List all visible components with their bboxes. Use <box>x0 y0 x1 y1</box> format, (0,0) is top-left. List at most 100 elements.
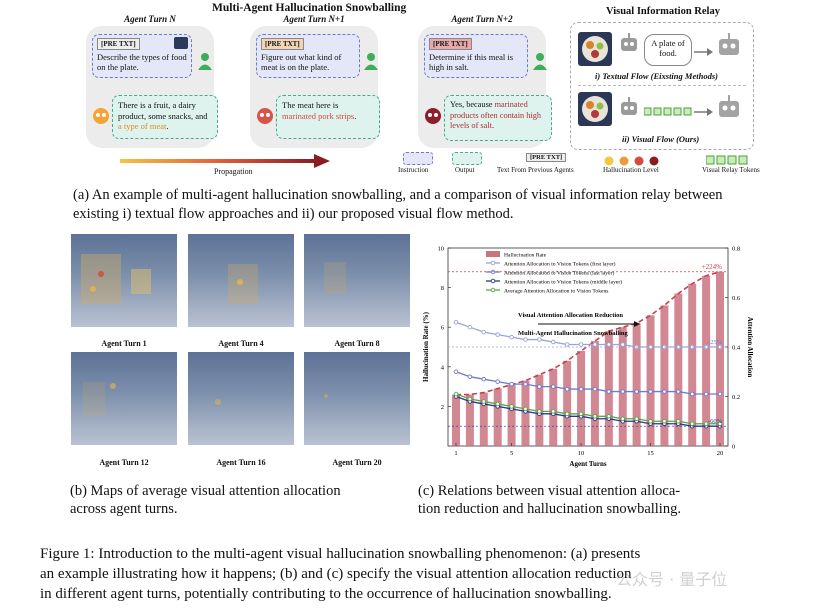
output-tail-2: . <box>354 110 357 121</box>
arrow-to-robot-2 <box>694 104 714 122</box>
agent-icon-high <box>424 106 442 131</box>
robot-icon-gray-4 <box>716 94 742 127</box>
series-point-1 <box>481 329 487 335</box>
relay-token-swatch <box>705 152 750 170</box>
series-point-2 <box>662 389 667 394</box>
series-point-4 <box>551 409 556 414</box>
series-point-4 <box>662 418 667 424</box>
attention-map-4 <box>71 352 177 445</box>
legend-label: Attention Allocation to Vision Tokens (l… <box>504 269 614 276</box>
series-point-2 <box>620 389 625 394</box>
series-point-1 <box>606 342 612 347</box>
series-point-1 <box>592 342 598 347</box>
attention-map-3 <box>304 234 410 327</box>
series-point-1 <box>453 319 459 325</box>
series-point-1 <box>509 334 514 340</box>
textual-bubble-text: A plate of food. <box>651 38 685 58</box>
legend-pretxt-label: Text From Previous Agents <box>497 166 574 174</box>
series-point-2 <box>648 389 653 394</box>
hallucination-bar <box>452 394 460 446</box>
hallucination-bar <box>577 350 586 446</box>
caption-b-line1: (b) Maps of average visual attention all… <box>70 483 341 499</box>
legend-swatch-bar <box>486 251 500 257</box>
agent-turn-label-1: Agent Turn N <box>124 14 176 24</box>
series-point-1 <box>523 337 528 342</box>
series-point-4 <box>620 416 625 422</box>
caption-c-line2: tion reduction and hallucination snowbal… <box>418 501 681 517</box>
hallucination-bar <box>660 305 669 446</box>
agent-turn-label-2: Agent Turn N+1 <box>283 14 345 24</box>
hallucination-bar <box>646 315 655 446</box>
x-tick-label: 1 <box>454 450 457 457</box>
pre-txt-badge-2: [PRE TXT] <box>261 38 304 50</box>
y-tick-label: 6 <box>441 325 445 332</box>
series-point-4 <box>648 418 653 424</box>
arrow-text-2: Multi-Agent Hallucination Snowballing <box>518 330 629 337</box>
series-point-1 <box>551 339 556 345</box>
y2-tick-label: 0.6 <box>732 295 741 302</box>
series-point-2 <box>578 386 584 392</box>
x-tick-label: 5 <box>510 450 513 457</box>
y-tick-label: 8 <box>441 285 444 292</box>
hallucination-bar <box>688 283 697 446</box>
output-text-3: Yes, because <box>450 100 495 109</box>
series-point-2 <box>717 391 723 397</box>
series-point-2 <box>467 374 473 379</box>
annotation-mid: -25% <box>708 339 723 346</box>
series-point-2 <box>481 376 487 382</box>
legend-output-label: Output <box>455 166 475 174</box>
series-point-2 <box>551 384 556 389</box>
series-point-2 <box>592 386 598 392</box>
output-highlight-2: marinated pork strips <box>282 110 355 121</box>
hallucination-trend-line <box>456 270 721 396</box>
series-point-4 <box>509 404 514 409</box>
legend-output-swatch <box>452 152 482 165</box>
series-line-2 <box>455 371 720 395</box>
pre-txt-badge-1: [PRE TXT] <box>97 38 140 50</box>
series-point-4 <box>495 401 500 407</box>
output-box-1: There is a fruit, a dairy product, some … <box>112 95 218 139</box>
robot-icon-gray-3 <box>618 96 640 125</box>
series-point-1 <box>564 342 570 347</box>
instruction-text-1: Describe the types of food on the plate. <box>97 52 187 72</box>
series-point-4 <box>703 421 709 426</box>
attention-map-label-3: Agent Turn 8 <box>334 339 380 348</box>
series-point-2 <box>634 389 639 394</box>
attention-map-label-4: Agent Turn 12 <box>99 458 149 467</box>
figure-caption-line1: Figure 1: Introduction to the multi-agen… <box>40 546 641 562</box>
output-text-1: There is a fruit, a dairy product, some … <box>118 100 208 121</box>
series-point-4 <box>634 416 639 422</box>
series-point-4 <box>564 411 570 417</box>
agent-icon-low <box>92 106 110 131</box>
hallucination-bar <box>716 271 724 446</box>
legend-swatch-point <box>490 278 496 284</box>
y-axis-label: Hallucination Rate (%) <box>422 311 430 382</box>
legend-hallucination-label: Hallucination Level <box>603 166 659 174</box>
series-point-2 <box>523 381 528 387</box>
annotation-top: +224% <box>702 263 722 271</box>
y-tick-label: 4 <box>441 364 445 371</box>
hallucination-bar <box>674 293 683 446</box>
instruction-text-3: Determine if this meal is high in salt. <box>429 52 514 72</box>
series-point-4 <box>592 414 598 419</box>
x-tick-label: 15 <box>647 450 654 457</box>
series-point-1 <box>537 337 542 342</box>
x-tick-label: 20 <box>717 450 724 457</box>
figure-caption-line3: in different agent turns, potentially co… <box>40 586 612 602</box>
y2-tick-label: 0.8 <box>732 246 740 253</box>
propagation-label: Propagation <box>214 167 253 176</box>
hallucination-bar <box>493 388 502 446</box>
annotation-low: -60% <box>708 418 723 425</box>
series-point-4 <box>606 414 612 419</box>
robot-icon-gray-2 <box>716 32 742 65</box>
series-point-4 <box>676 418 681 424</box>
food-thumbnail-icon <box>174 37 188 49</box>
caption-a: (a) An example of multi-agent hallucinat… <box>73 187 723 222</box>
watermark: 公众号 · 量子位 <box>616 570 728 589</box>
user-icon-2 <box>364 52 378 75</box>
output-box-3: Yes, because marinated products often co… <box>444 95 552 141</box>
attention-map-5 <box>188 352 294 445</box>
series-point-2 <box>564 386 570 392</box>
series-point-4 <box>453 391 459 397</box>
robot-icon-gray-1 <box>618 32 640 61</box>
